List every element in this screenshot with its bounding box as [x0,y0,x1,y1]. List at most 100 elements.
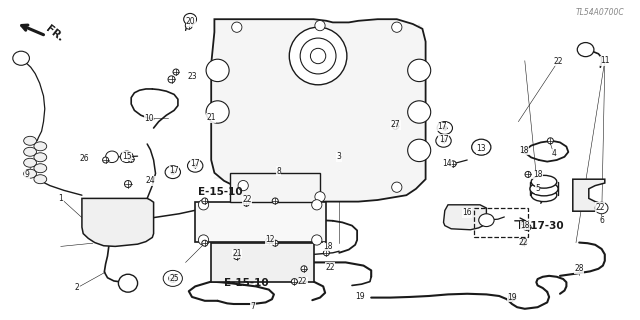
Text: TL54A0700C: TL54A0700C [575,8,624,17]
Text: 22: 22 [326,263,335,272]
Ellipse shape [577,43,594,57]
Ellipse shape [437,122,452,134]
Text: 28: 28 [575,264,584,273]
Circle shape [291,279,298,284]
Ellipse shape [530,182,558,196]
Circle shape [272,240,278,246]
Polygon shape [211,19,426,202]
Circle shape [193,164,197,168]
Ellipse shape [531,189,557,202]
Text: E-15-10: E-15-10 [198,187,243,197]
Ellipse shape [34,164,47,173]
Text: 22: 22 [596,203,605,212]
Text: 1: 1 [58,194,63,203]
Circle shape [266,238,272,244]
Circle shape [128,156,134,162]
Circle shape [169,274,177,282]
Text: 20: 20 [186,17,196,26]
Ellipse shape [188,159,203,172]
Ellipse shape [392,22,402,32]
Circle shape [450,161,456,167]
Text: 27: 27 [390,120,401,129]
Ellipse shape [315,20,325,31]
Text: 21: 21 [232,249,241,258]
Circle shape [243,200,250,206]
Ellipse shape [408,139,431,162]
Text: 25: 25 [169,274,179,283]
Text: 17: 17 [436,122,447,131]
Ellipse shape [120,151,133,163]
Circle shape [522,148,528,153]
Polygon shape [573,179,605,211]
Text: 14: 14 [442,159,452,168]
Text: 23: 23 [187,72,197,81]
Circle shape [442,139,445,143]
Text: 5: 5 [535,184,540,193]
Text: 19: 19 [355,292,365,301]
Circle shape [125,180,131,188]
Ellipse shape [479,214,494,227]
Ellipse shape [408,59,431,82]
Ellipse shape [206,101,229,123]
Text: 22: 22 [518,238,527,247]
Polygon shape [195,202,326,242]
Ellipse shape [13,51,29,65]
Text: 21: 21 [207,113,216,122]
Text: 2: 2 [74,284,79,292]
Ellipse shape [531,175,557,188]
Circle shape [520,240,527,245]
Circle shape [173,69,179,75]
Ellipse shape [24,136,36,145]
Circle shape [234,252,240,260]
Circle shape [525,172,531,177]
Ellipse shape [24,169,36,178]
Circle shape [186,22,192,29]
Ellipse shape [106,151,118,163]
Text: 3: 3 [337,152,342,161]
Text: 18: 18 [519,146,528,155]
Ellipse shape [300,38,336,74]
Circle shape [509,294,515,301]
Polygon shape [444,205,486,230]
Text: 9: 9 [24,170,29,179]
Ellipse shape [198,235,209,245]
Circle shape [301,266,307,272]
Ellipse shape [118,274,138,292]
Text: 8: 8 [276,167,281,176]
Ellipse shape [392,182,402,192]
Circle shape [102,157,109,163]
Text: 6: 6 [599,216,604,225]
Text: 22: 22 [243,196,252,204]
Text: B-17-30: B-17-30 [518,220,564,231]
Polygon shape [82,198,154,246]
Circle shape [443,126,447,130]
Ellipse shape [184,13,196,25]
Ellipse shape [312,235,322,245]
Circle shape [272,198,278,204]
Text: 18: 18 [323,242,332,251]
Text: 19: 19 [507,293,517,302]
Text: 7: 7 [250,302,255,311]
Ellipse shape [34,153,47,162]
Circle shape [392,124,399,129]
Circle shape [202,240,208,246]
Text: 12: 12 [266,236,275,244]
Ellipse shape [165,166,180,179]
Circle shape [202,198,208,204]
Text: 17: 17 [169,166,179,175]
Ellipse shape [472,139,491,155]
Text: E-15-10: E-15-10 [224,278,269,288]
Text: 17: 17 [438,135,449,144]
Text: 24: 24 [145,176,156,185]
Text: 13: 13 [476,144,486,153]
Ellipse shape [198,200,209,210]
Circle shape [523,224,529,230]
Text: 22: 22 [298,277,307,286]
Text: 26: 26 [79,154,90,163]
Ellipse shape [595,202,608,214]
Text: 15: 15 [122,152,132,161]
Circle shape [168,76,175,83]
Ellipse shape [310,48,326,64]
Text: 11: 11 [600,56,609,65]
Circle shape [323,250,330,256]
